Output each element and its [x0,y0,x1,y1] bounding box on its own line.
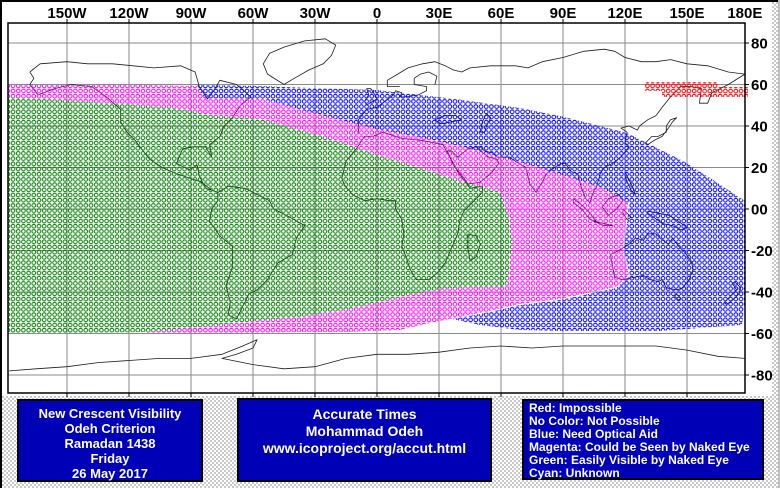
longitude-label: 90E [550,5,577,22]
longitude-label: 150E [669,5,704,22]
coastline [645,117,678,146]
coastline [386,48,745,87]
legend-green: Green: Easily Visible by Naked Eye [529,453,729,468]
legend-magenta: Magenta: Could be Seen by Naked Eye [529,440,750,455]
latitude-label: 40 [751,119,768,136]
legend-cyan: Cyan: Unknown [529,466,620,481]
longitude-label: 30W [300,5,332,22]
zone-green-easily-visible [8,97,512,333]
map-frame [7,22,746,394]
credit-url: www.icoproject.org/accut.html [262,440,467,456]
longitude-label: 60E [488,5,515,22]
coastline [9,339,745,372]
latitude-label: -60 [751,326,773,343]
info-line-title: New Crescent Visibility [38,406,182,421]
latitude-label: 60 [751,77,768,94]
latitude-label: -80 [751,368,773,385]
longitude-label: 150W [47,5,87,22]
info-line-weekday: Friday [90,451,130,466]
latitude-label: 20 [751,160,768,177]
legend-nocolor: No Color: Not Possible [529,414,660,429]
longitude-label: 30E [426,5,453,22]
latitude-label: 80 [751,36,768,53]
info-line-date: 26 May 2017 [72,466,148,481]
window-right-border [778,0,780,488]
legend-box: Red: Impossible No Color: Not Possible B… [522,399,764,480]
info-line-criterion: Odeh Criterion [64,421,156,436]
credit-box: Accurate Times Mohammad Odeh www.icoproj… [237,398,492,482]
credit-author: Mohammad Odeh [305,423,424,439]
legend-red: Red: Impossible [529,401,622,415]
zone-red-impossible [645,82,748,97]
longitude-label: 60W [238,5,270,22]
window-left-border [0,0,2,488]
zone-magenta-naked-eye [8,85,629,333]
zone-blue-optical-aid [197,85,745,331]
longitude-label: 120E [607,5,642,22]
info-line-month: Ramadan 1438 [64,436,156,451]
event-info-box: New Crescent Visibility Odeh Criterion R… [17,399,203,482]
latitude-label: -20 [751,243,773,260]
longitude-label: 90W [176,5,208,22]
longitude-label: 0 [373,5,381,22]
longitude-label: 120W [109,5,149,22]
longitude-label: 180E [727,5,762,22]
latitude-label: 00 [751,202,768,219]
window-top-border [0,0,780,2]
coastline [262,38,337,85]
legend-blue: Blue: Need Optical Aid [529,427,658,442]
credit-app-name: Accurate Times [312,406,417,422]
latitude-label: -40 [751,285,773,302]
